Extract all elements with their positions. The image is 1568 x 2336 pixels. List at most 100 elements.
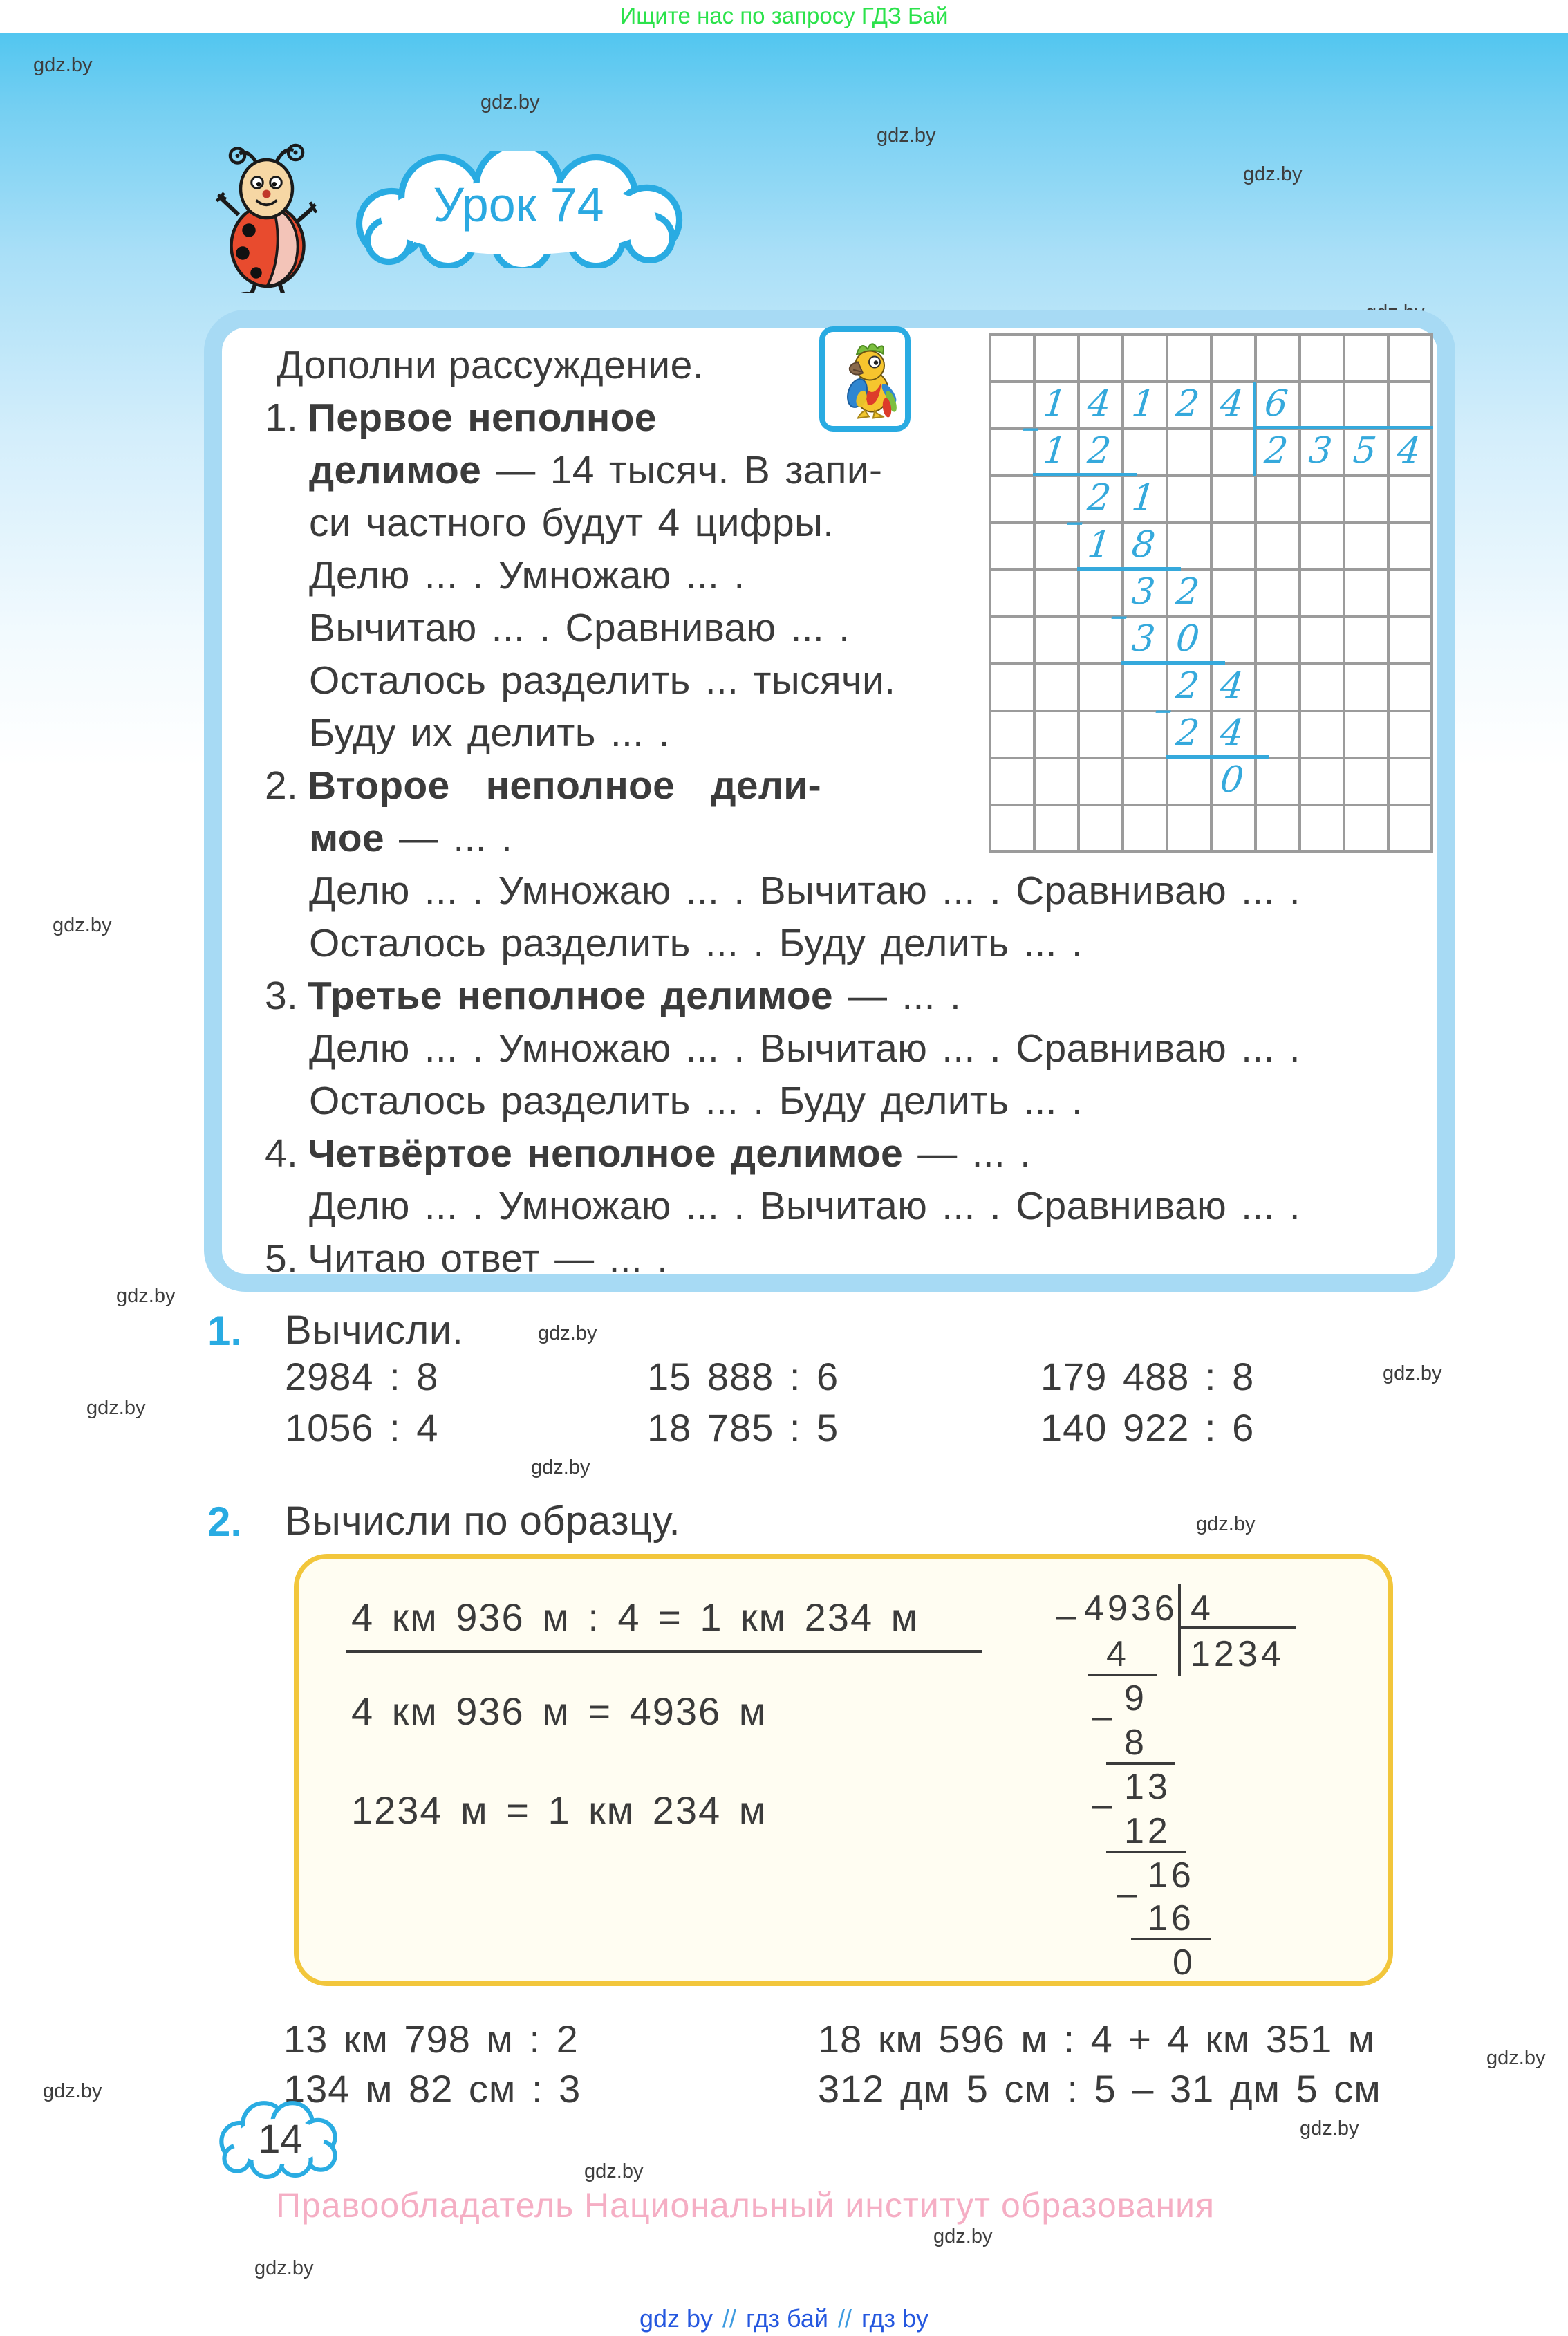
link-gdz-by[interactable]: gdz by (639, 2304, 713, 2333)
division-bar-horizontal (1178, 1626, 1296, 1629)
gdz-watermark: gdz.by (480, 91, 540, 113)
subtraction-line (1033, 473, 1137, 476)
long-division-grid: 1 4 1 2 4 6–1 2 2 3 5 4 2 1–1 8 3 2–3 0 2 4–2 4 0 (989, 333, 1433, 853)
gdz-watermark: gdz.by (1196, 1513, 1256, 1535)
reasoning-text: Буду их делить ... . (309, 711, 670, 755)
item-number: 4. (265, 1131, 299, 1176)
handwritten-digit: 0 (1174, 618, 1202, 660)
handwritten-digit: 1 (1085, 524, 1113, 566)
task1-number: 1. (207, 1308, 243, 1354)
example-line3: 1234 м = 1 км 234 м (351, 1788, 767, 1832)
lesson-cloud: Урок 74 (342, 151, 695, 268)
example-underline (346, 1650, 982, 1653)
reasoning-text: Осталось разделить ... . Буду делить ...… (309, 921, 1083, 965)
handwritten-digit: 2 (1262, 430, 1290, 472)
gdz-watermark: gdz.by (254, 2257, 314, 2279)
minus-sign: – (1092, 1696, 1112, 1736)
copyright-footer: Правообладатель Национальный институт об… (276, 2186, 1215, 2225)
subtraction-line (1088, 1674, 1157, 1676)
handwritten-digit: 6 (1262, 383, 1290, 425)
minus-sign: – (1056, 1595, 1076, 1635)
gdz-watermark: gdz.by (1383, 1362, 1442, 1384)
link-gdz-bai[interactable]: гдз бай (746, 2304, 828, 2333)
task1-problem: 1056 : 4 (285, 1406, 439, 1449)
handwritten-digit: 2 (1174, 383, 1202, 425)
subtraction-line (1077, 567, 1181, 571)
handwritten-digit: 4 (1395, 430, 1423, 472)
reasoning-text: — ... . (384, 816, 513, 860)
task2-problem: 18 км 596 м : 4 + 4 км 351 м (818, 2017, 1376, 2061)
reasoning-title: Дополни рассуждение. (277, 343, 704, 387)
handwritten-digit: 1 (1130, 477, 1157, 519)
reasoning-text: Третье неполное делимое (308, 974, 833, 1018)
item-number: 3. (265, 974, 299, 1018)
division-step: 8 (1124, 1723, 1148, 1763)
reasoning-text: Читаю ответ — ... . (308, 1236, 669, 1281)
handwritten-digit: 4 (1218, 665, 1246, 707)
gdz-watermark: gdz.by (933, 2225, 993, 2247)
gdz-watermark: gdz.by (538, 1322, 597, 1344)
ladybug-icon (207, 137, 342, 293)
division-step: 9 (1124, 1678, 1148, 1718)
division-quotient: 1234 (1191, 1634, 1285, 1674)
gdz-watermark: gdz.by (33, 54, 93, 76)
division-divisor: 4 (1191, 1588, 1214, 1629)
handwritten-digit: 4 (1218, 712, 1246, 754)
reasoning-text: Четвёртое неполное делимое (308, 1131, 904, 1176)
division-step: 4 (1106, 1634, 1130, 1674)
reasoning-text: Осталось разделить ... тысячи. (309, 658, 896, 703)
link-separator: // (837, 2304, 852, 2333)
gdz-watermark: gdz.by (1486, 2047, 1546, 2069)
handwritten-digit: 2 (1174, 712, 1202, 754)
division-minuend: 4936 (1084, 1588, 1178, 1629)
gdz-watermark: gdz.by (877, 124, 936, 147)
reasoning-text: — 14 тысяч. В запи- (481, 448, 883, 492)
example-line2: 4 км 936 м = 4936 м (351, 1689, 767, 1733)
handwritten-digit: 0 (1218, 759, 1246, 801)
item-number: 2. (265, 763, 299, 808)
reasoning-text: Осталось разделить ... . Буду делить ...… (309, 1079, 1083, 1123)
subtraction-line (1121, 661, 1225, 665)
reasoning-text: — ... . (903, 1131, 1032, 1176)
handwritten-digit: 3 (1130, 618, 1157, 660)
task1-problem: 2984 : 8 (285, 1355, 439, 1398)
handwritten-digit: 1 (1130, 383, 1157, 425)
item-number: 1. (265, 396, 299, 440)
reasoning-text: си частного будут 4 цифры. (309, 501, 834, 545)
gdz-watermark: gdz.by (53, 914, 112, 936)
example-box (294, 1554, 1393, 1986)
division-remainder: 0 (1173, 1943, 1196, 1983)
lesson-title: Урок 74 (433, 178, 604, 232)
minus-sign: – (1117, 1873, 1137, 1913)
link-gdz-by2[interactable]: гдз by (861, 2304, 929, 2333)
task1-problem: 179 488 : 8 (1040, 1355, 1255, 1398)
handwritten-digit: 3 (1307, 430, 1334, 472)
page-number-cloud: 14 (213, 2097, 348, 2180)
gdz-watermark: gdz.by (116, 1285, 176, 1307)
reasoning-text: мое (309, 816, 384, 860)
subtraction-line (1131, 1938, 1211, 1940)
promo-banner: Ищите нас по запросу ГДЗ Бай (619, 3, 949, 28)
handwritten-digit: 5 (1351, 430, 1379, 472)
item-number: 5. (265, 1236, 299, 1281)
handwritten-digit: 8 (1130, 524, 1157, 566)
subtraction-line (1166, 755, 1269, 759)
page-number: 14 (258, 2117, 303, 2162)
task1-problem: 140 922 : 6 (1040, 1406, 1255, 1449)
handwritten-digit: 4 (1218, 383, 1246, 425)
subtraction-line (1106, 1851, 1186, 1853)
task2-problem: 312 дм 5 см : 5 – 31 дм 5 см (818, 2067, 1381, 2111)
handwritten-digit: 2 (1174, 571, 1202, 613)
gdz-watermark: gdz.by (86, 1397, 146, 1419)
gdz-watermark: gdz.by (1243, 163, 1303, 185)
bottom-links: gdz by // гдз бай // гдз by (0, 2304, 1568, 2333)
task1-title: Вычисли. (285, 1308, 464, 1353)
handwritten-digit: 2 (1085, 430, 1113, 472)
link-separator: // (722, 2304, 737, 2333)
task2-title: Вычисли по образцу. (285, 1499, 681, 1544)
reasoning-text: Первое неполное (308, 396, 657, 440)
task1-problem: 15 888 : 6 (647, 1355, 839, 1398)
task2-problem: 13 км 798 м : 2 (283, 2017, 579, 2061)
task2-problem: 134 м 82 см : 3 (283, 2067, 581, 2111)
